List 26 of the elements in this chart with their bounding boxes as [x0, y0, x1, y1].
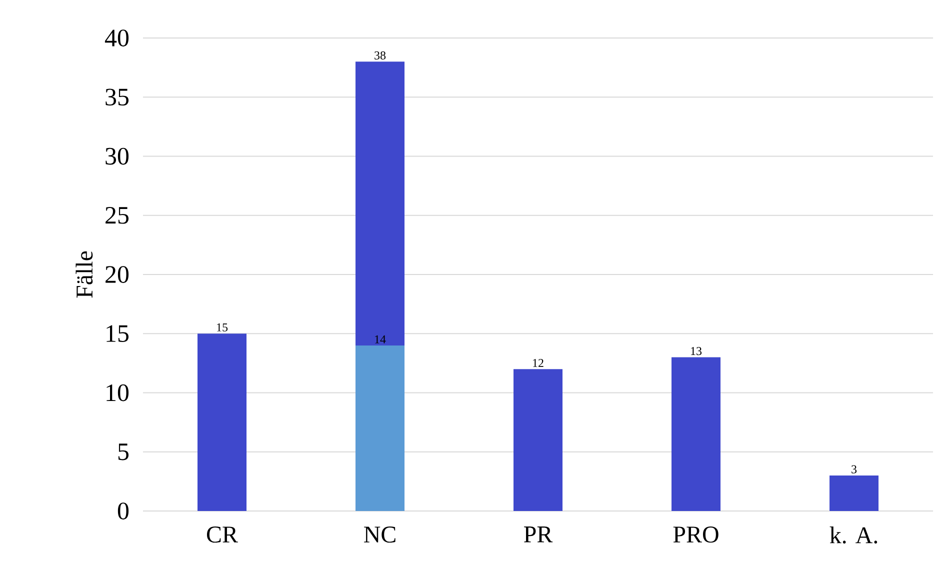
x-tick-label: NC	[364, 526, 396, 543]
y-tick-label: 0	[118, 502, 129, 520]
data-label: 14	[375, 335, 386, 344]
data-label: 12	[533, 358, 544, 367]
data-label: 38	[374, 51, 386, 60]
y-tick-label: 10	[106, 384, 129, 402]
x-tick-label: CR	[206, 526, 238, 543]
bar	[830, 476, 879, 511]
y-tick-label: 20	[106, 266, 129, 283]
y-tick-label: 5	[118, 444, 129, 460]
data-label: 3	[852, 465, 857, 474]
y-tick-label: 40	[104, 30, 129, 46]
x-tick-label: PR	[524, 526, 553, 542]
y-axis-title: Fälle	[76, 251, 93, 298]
bar	[672, 357, 721, 511]
data-label: 13	[691, 347, 702, 356]
y-tick-label: 25	[106, 206, 129, 224]
y-tick-label: 15	[106, 325, 129, 342]
x-tick-label: PRO	[673, 526, 718, 543]
bar	[198, 334, 247, 511]
y-tick-label: 35	[106, 88, 129, 106]
x-tick-label: k. A.	[830, 526, 878, 544]
y-tick-label: 30	[106, 148, 129, 165]
bar	[514, 369, 563, 511]
data-label: 15	[217, 323, 228, 332]
bar	[356, 345, 405, 511]
